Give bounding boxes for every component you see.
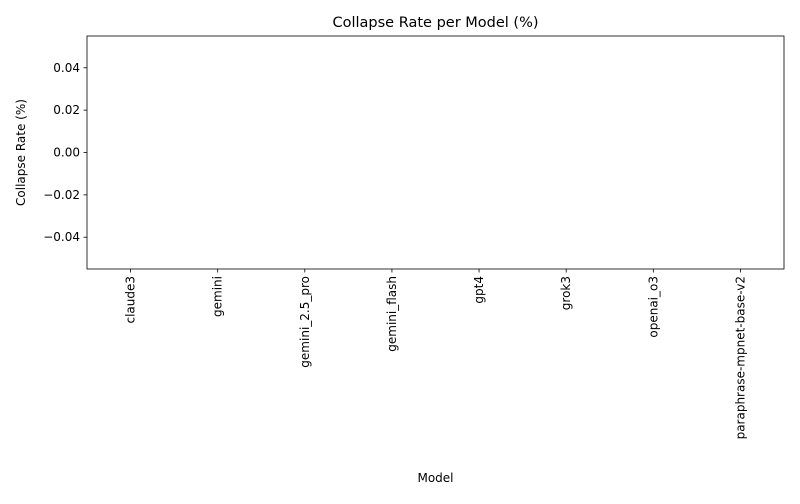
x-tick-label: grok3 bbox=[559, 276, 573, 310]
y-axis-ticks: 0.04 0.02 0.00 −0.02 −0.04 bbox=[43, 61, 87, 244]
y-tick-label: 0.02 bbox=[53, 103, 80, 117]
y-tick-label: 0.04 bbox=[53, 61, 80, 75]
x-tick-label: gpt4 bbox=[472, 276, 486, 304]
y-tick-label: 0.00 bbox=[53, 146, 80, 160]
x-tick-label: gemini_flash bbox=[385, 276, 399, 352]
x-axis-ticks: claude3 gemini gemini_2.5_pro gemini_flash g… bbox=[124, 269, 747, 439]
axes-frame bbox=[86, 35, 785, 270]
y-tick-label: −0.04 bbox=[43, 230, 80, 244]
y-axis-label: Collapse Rate (%) bbox=[14, 99, 28, 206]
x-tick-label: gemini_2.5_pro bbox=[298, 276, 312, 368]
plot-background bbox=[87, 36, 784, 269]
x-axis-label: Model bbox=[417, 471, 453, 485]
chart-title: Collapse Rate per Model (%) bbox=[332, 15, 538, 31]
x-tick-label: claude3 bbox=[124, 276, 138, 324]
x-tick-label: openai_o3 bbox=[646, 276, 660, 338]
x-tick-label: gemini bbox=[211, 276, 225, 317]
x-tick-label: paraphrase-mpnet-base-v2 bbox=[733, 276, 747, 439]
y-tick-label: −0.02 bbox=[43, 188, 80, 202]
